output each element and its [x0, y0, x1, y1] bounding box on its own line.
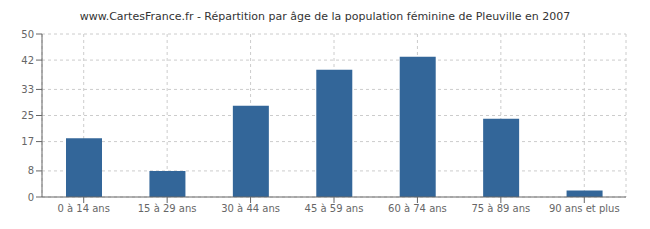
svg-text:15 à 29 ans: 15 à 29 ans	[138, 203, 197, 214]
svg-text:25: 25	[21, 110, 34, 121]
svg-text:42: 42	[21, 55, 34, 66]
svg-text:30 à 44 ans: 30 à 44 ans	[221, 203, 280, 214]
svg-text:45 à 59 ans: 45 à 59 ans	[305, 203, 364, 214]
svg-text:8: 8	[28, 165, 34, 176]
html-text:www.CartesFrance.fr - Répartit: www.CartesFrance.fr - Répartition par âg…	[79, 10, 571, 23]
svg-text:17: 17	[21, 136, 34, 147]
svg-text:60 à 74 ans: 60 à 74 ans	[388, 203, 447, 214]
svg-text:90 ans et plus: 90 ans et plus	[549, 203, 620, 214]
svg-text:75 à 89 ans: 75 à 89 ans	[471, 203, 530, 214]
svg-text:0 à 14 ans: 0 à 14 ans	[57, 203, 109, 214]
svg-text:33: 33	[21, 84, 34, 95]
svg-text:50: 50	[21, 29, 34, 40]
svg-text:0: 0	[28, 192, 34, 203]
